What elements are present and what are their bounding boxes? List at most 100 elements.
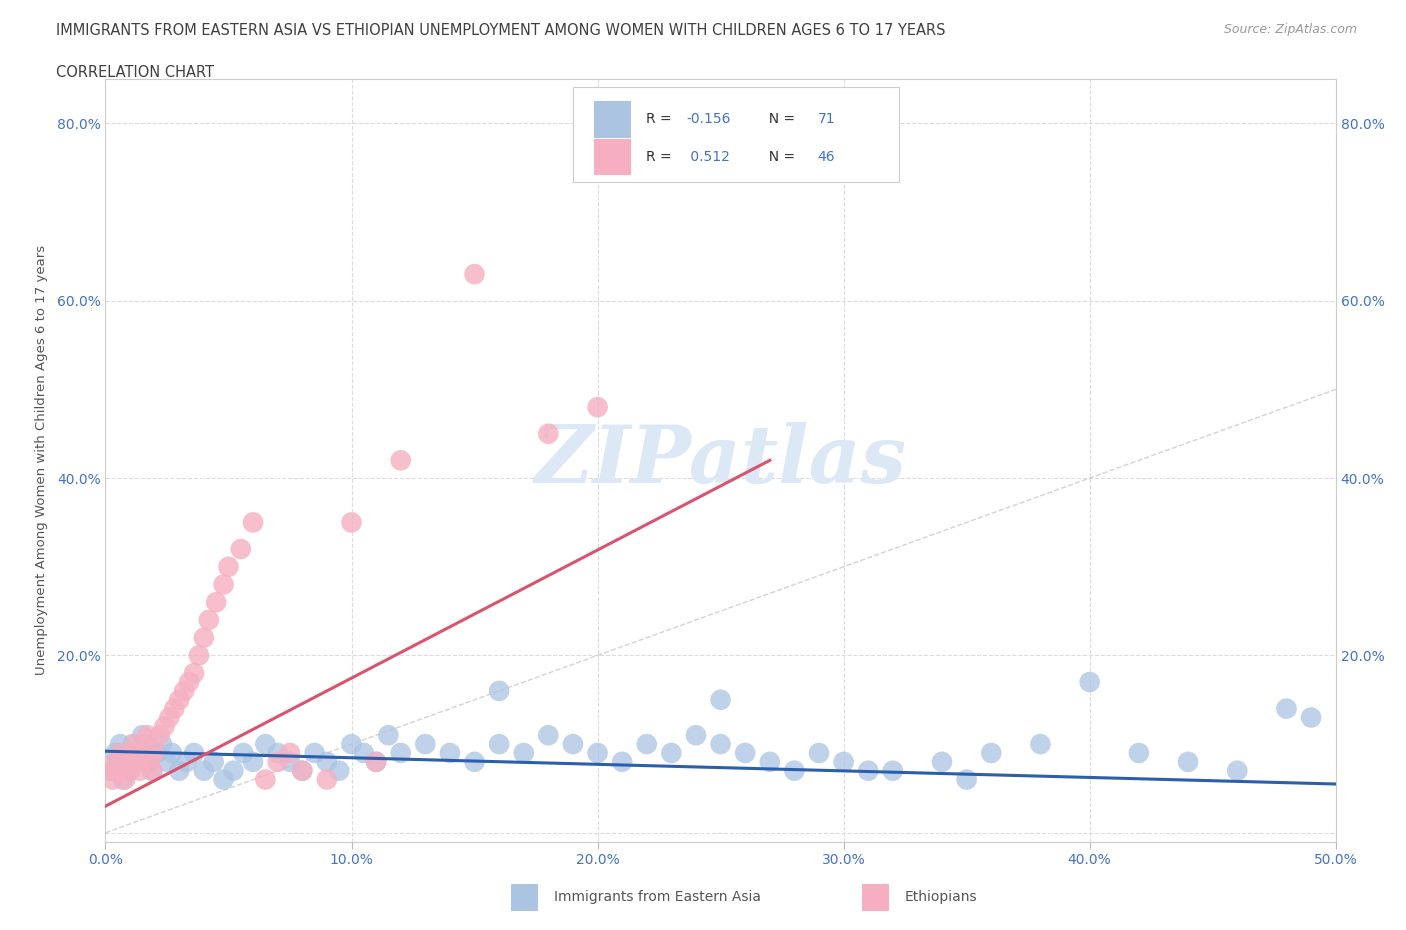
Point bbox=[366, 754, 388, 769]
Point bbox=[159, 711, 180, 725]
Point bbox=[176, 754, 198, 769]
Point bbox=[104, 754, 127, 769]
Text: 46: 46 bbox=[818, 150, 835, 164]
Point bbox=[956, 772, 979, 787]
Point bbox=[415, 737, 437, 751]
Point bbox=[114, 754, 136, 769]
Point bbox=[464, 754, 486, 769]
Point bbox=[104, 746, 127, 761]
Point bbox=[439, 746, 461, 761]
Point bbox=[188, 648, 211, 663]
Point bbox=[98, 764, 122, 778]
Point bbox=[222, 764, 245, 778]
Point bbox=[202, 754, 225, 769]
Point bbox=[169, 764, 191, 778]
Text: Immigrants from Eastern Asia: Immigrants from Eastern Asia bbox=[554, 890, 762, 905]
Point bbox=[537, 728, 560, 743]
Point bbox=[832, 754, 855, 769]
Point bbox=[149, 728, 172, 743]
Point bbox=[304, 746, 326, 761]
Point bbox=[353, 746, 375, 761]
Point bbox=[710, 692, 733, 707]
Point bbox=[212, 772, 235, 787]
Point bbox=[377, 728, 399, 743]
Point bbox=[136, 754, 159, 769]
Point bbox=[278, 754, 301, 769]
Text: Source: ZipAtlas.com: Source: ZipAtlas.com bbox=[1223, 23, 1357, 36]
Point bbox=[242, 515, 264, 530]
Point bbox=[488, 684, 510, 698]
Point bbox=[111, 754, 134, 769]
Point bbox=[586, 746, 609, 761]
Point bbox=[127, 754, 149, 769]
Point bbox=[205, 595, 228, 610]
Point bbox=[807, 746, 830, 761]
Point bbox=[1029, 737, 1052, 751]
Point bbox=[114, 772, 136, 787]
Point bbox=[117, 764, 139, 778]
Point bbox=[1177, 754, 1199, 769]
Point bbox=[143, 746, 166, 761]
Point bbox=[734, 746, 756, 761]
Point bbox=[685, 728, 707, 743]
Point bbox=[291, 764, 314, 778]
Point bbox=[882, 764, 904, 778]
Point bbox=[129, 764, 152, 778]
Point bbox=[193, 631, 215, 645]
Text: 71: 71 bbox=[818, 113, 835, 126]
Y-axis label: Unemployment Among Women with Children Ages 6 to 17 years: Unemployment Among Women with Children A… bbox=[35, 246, 48, 675]
Point bbox=[1078, 674, 1101, 689]
Point bbox=[389, 453, 412, 468]
Text: IMMIGRANTS FROM EASTERN ASIA VS ETHIOPIAN UNEMPLOYMENT AMONG WOMEN WITH CHILDREN: IMMIGRANTS FROM EASTERN ASIA VS ETHIOPIA… bbox=[56, 23, 946, 38]
Point bbox=[366, 754, 388, 769]
Point bbox=[146, 746, 169, 761]
Point bbox=[131, 746, 153, 761]
Point bbox=[107, 764, 129, 778]
Point bbox=[197, 613, 221, 628]
Text: ZIPatlas: ZIPatlas bbox=[534, 421, 907, 499]
Point bbox=[120, 764, 141, 778]
Point bbox=[127, 746, 149, 761]
Point bbox=[340, 737, 363, 751]
Point bbox=[610, 754, 633, 769]
Point bbox=[267, 754, 290, 769]
Point bbox=[1301, 711, 1323, 725]
Point bbox=[163, 701, 186, 716]
Point bbox=[661, 746, 683, 761]
Point bbox=[117, 746, 139, 761]
Text: CORRELATION CHART: CORRELATION CHART bbox=[56, 65, 214, 80]
Point bbox=[513, 746, 536, 761]
Point bbox=[759, 754, 782, 769]
Point bbox=[107, 754, 129, 769]
Point bbox=[315, 754, 337, 769]
Point bbox=[110, 746, 132, 761]
Point bbox=[242, 754, 264, 769]
Point bbox=[141, 764, 163, 778]
Point bbox=[931, 754, 953, 769]
Point bbox=[121, 746, 143, 761]
Point bbox=[783, 764, 806, 778]
Point bbox=[389, 746, 412, 761]
Point bbox=[254, 737, 277, 751]
Point bbox=[110, 737, 132, 751]
Point bbox=[254, 772, 277, 787]
Point bbox=[111, 772, 134, 787]
Text: -0.156: -0.156 bbox=[686, 113, 731, 126]
Point bbox=[586, 400, 609, 415]
Point bbox=[1226, 764, 1249, 778]
Point bbox=[1275, 701, 1298, 716]
Point bbox=[980, 746, 1002, 761]
Point bbox=[134, 737, 156, 751]
Point bbox=[156, 754, 179, 769]
Point bbox=[101, 772, 124, 787]
Point bbox=[183, 666, 205, 681]
Point bbox=[124, 737, 146, 751]
Point bbox=[229, 541, 252, 556]
Point bbox=[710, 737, 733, 751]
Point bbox=[562, 737, 585, 751]
Point bbox=[218, 559, 240, 574]
Point bbox=[291, 764, 314, 778]
Point bbox=[858, 764, 880, 778]
Point bbox=[121, 737, 143, 751]
Point bbox=[141, 764, 163, 778]
